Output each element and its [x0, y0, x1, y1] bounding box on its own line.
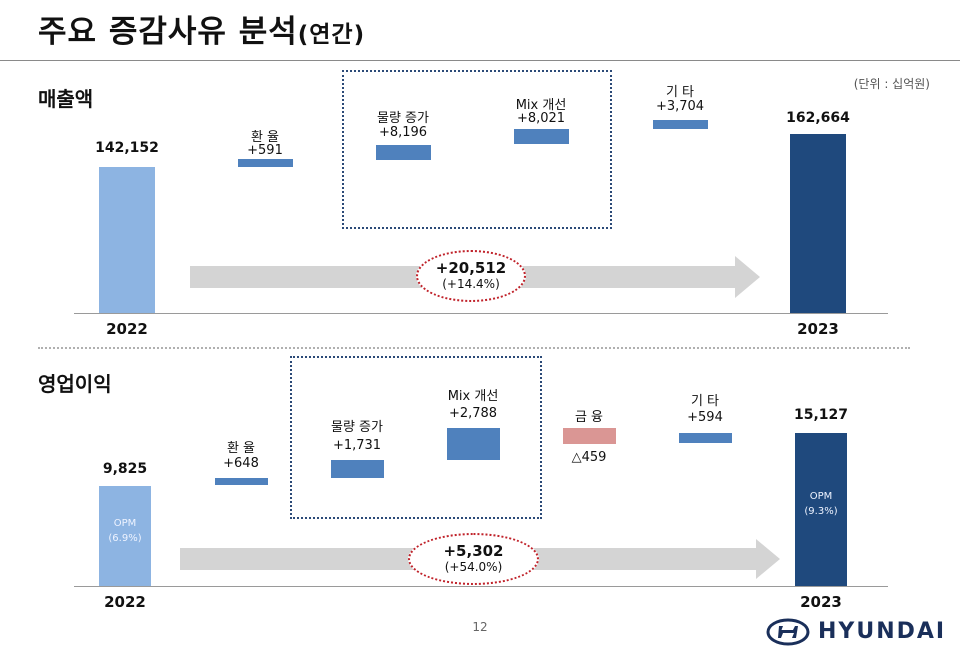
op-bar-finance — [563, 428, 616, 444]
op-2022-opm-value: (6.9%) — [108, 533, 142, 544]
revenue-fx-label: 환 율 — [250, 130, 280, 145]
op-baseline — [74, 586, 888, 587]
revenue-bar-2022 — [99, 167, 155, 313]
op-bar-other — [679, 433, 732, 443]
op-other-label: 기 타 — [690, 394, 720, 409]
op-volume-mix-box — [290, 356, 542, 519]
revenue-2023-value: 162,664 — [786, 110, 850, 126]
revenue-change-ellipse: +20,512 (+14.4%) — [416, 250, 526, 302]
revenue-change-pct: (+14.4%) — [442, 277, 500, 291]
op-bar-2023: OPM (9.3%) — [795, 433, 847, 586]
revenue-other-label: 기 타 — [665, 85, 695, 100]
revenue-mix-label: Mix 개선 — [515, 98, 567, 113]
op-fx-value: +648 — [223, 456, 259, 471]
op-year-2022: 2022 — [104, 593, 146, 611]
revenue-volume-mix-box — [342, 70, 612, 229]
op-mix-value: +2,788 — [448, 406, 498, 421]
revenue-baseline — [74, 313, 888, 314]
revenue-mix-value: +8,021 — [516, 111, 566, 126]
op-bar-mix — [447, 428, 500, 460]
unit-note: (단위 : 십억원) — [853, 77, 930, 91]
hyundai-logo-text: HYUNDAI — [818, 619, 947, 644]
title-divider — [0, 60, 960, 61]
op-bar-fx — [215, 478, 268, 485]
page-number: 12 — [472, 620, 488, 634]
revenue-year-2023: 2023 — [797, 320, 839, 338]
op-2023-opm-label: OPM — [809, 491, 833, 502]
revenue-volume-label: 물량 증가 — [377, 111, 429, 126]
revenue-bar-other — [653, 120, 708, 129]
revenue-change-value: +20,512 — [435, 259, 507, 277]
op-finance-value: △459 — [571, 450, 607, 465]
revenue-fx-value: +591 — [247, 143, 283, 158]
op-bar-2022: OPM (6.9%) — [99, 486, 151, 586]
op-mix-label: Mix 개선 — [447, 389, 499, 404]
op-volume-value: +1,731 — [332, 438, 382, 453]
revenue-section-label: 매출액 — [38, 87, 94, 111]
page-title: 주요 증감사유 분석(연간) — [38, 14, 366, 50]
op-change-ellipse: +5,302 (+54.0%) — [408, 533, 539, 585]
revenue-volume-value: +8,196 — [378, 125, 428, 140]
revenue-other-value: +3,704 — [655, 99, 705, 114]
op-2022-opm-label: OPM — [113, 518, 137, 529]
revenue-year-2022: 2022 — [106, 320, 148, 338]
section-divider — [38, 347, 910, 349]
op-change-value: +5,302 — [443, 542, 504, 560]
revenue-bar-volume — [376, 145, 431, 160]
op-finance-label: 금 융 — [574, 410, 604, 425]
op-bar-volume — [331, 460, 384, 478]
hyundai-logo-icon — [766, 618, 810, 646]
op-fx-label: 환 율 — [226, 441, 256, 456]
revenue-2022-value: 142,152 — [95, 140, 159, 156]
revenue-bar-2023 — [790, 134, 846, 313]
op-section-label: 영업이익 — [38, 372, 112, 396]
revenue-bar-fx — [238, 159, 293, 167]
op-other-value: +594 — [687, 410, 723, 425]
op-2023-value: 15,127 — [793, 407, 849, 423]
page-title-period: (연간) — [297, 22, 366, 48]
op-2022-value: 9,825 — [102, 461, 148, 477]
op-volume-label: 물량 증가 — [331, 420, 383, 435]
op-change-pct: (+54.0%) — [444, 560, 503, 574]
revenue-bar-mix — [514, 129, 569, 144]
op-year-2023: 2023 — [800, 593, 842, 611]
op-2023-opm-value: (9.3%) — [804, 506, 838, 517]
